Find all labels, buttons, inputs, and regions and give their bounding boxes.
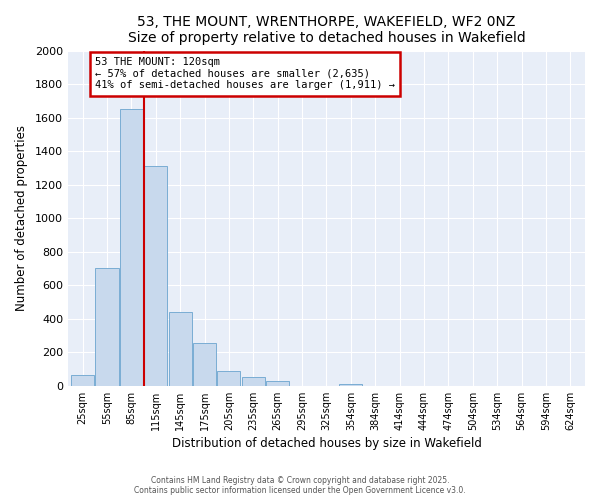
Bar [169, 312, 192, 386]
Bar [266, 381, 289, 386]
Bar [242, 377, 265, 386]
Title: 53, THE MOUNT, WRENTHORPE, WAKEFIELD, WF2 0NZ
Size of property relative to detac: 53, THE MOUNT, WRENTHORPE, WAKEFIELD, WF… [128, 15, 526, 45]
Y-axis label: Number of detached properties: Number of detached properties [15, 125, 28, 311]
Text: Contains HM Land Registry data © Crown copyright and database right 2025.
Contai: Contains HM Land Registry data © Crown c… [134, 476, 466, 495]
Bar [95, 268, 119, 386]
Bar [339, 384, 362, 386]
X-axis label: Distribution of detached houses by size in Wakefield: Distribution of detached houses by size … [172, 437, 481, 450]
Bar [144, 166, 167, 386]
Bar [217, 370, 241, 386]
Bar [71, 375, 94, 386]
Text: 53 THE MOUNT: 120sqm
← 57% of detached houses are smaller (2,635)
41% of semi-de: 53 THE MOUNT: 120sqm ← 57% of detached h… [95, 57, 395, 90]
Bar [193, 343, 216, 386]
Bar [120, 109, 143, 386]
